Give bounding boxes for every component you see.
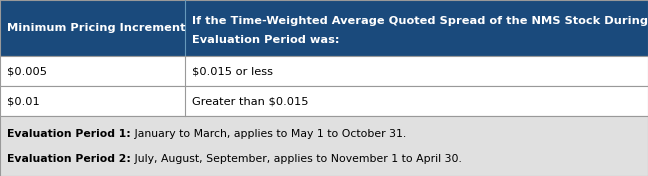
Text: $0.01: $0.01 — [7, 96, 40, 106]
Bar — [0, 0, 648, 56]
Bar — [0, 56, 648, 86]
Text: Evaluation Period 1:: Evaluation Period 1: — [7, 129, 131, 139]
Text: $0.015 or less: $0.015 or less — [192, 66, 273, 76]
Text: Greater than $0.015: Greater than $0.015 — [192, 96, 308, 106]
Text: If the Time-Weighted Average Quoted Spread of the NMS Stock During the: If the Time-Weighted Average Quoted Spre… — [192, 16, 648, 26]
Text: July, August, September, applies to November 1 to April 30.: July, August, September, applies to Nove… — [131, 154, 462, 164]
Text: Evaluation Period 2:: Evaluation Period 2: — [7, 154, 131, 164]
Bar — [0, 116, 648, 176]
Text: Minimum Pricing Increment: Minimum Pricing Increment — [7, 23, 185, 33]
Bar — [0, 86, 648, 116]
Text: January to March, applies to May 1 to October 31.: January to March, applies to May 1 to Oc… — [131, 129, 406, 139]
Text: Evaluation Period was:: Evaluation Period was: — [192, 35, 339, 45]
Text: $0.005: $0.005 — [7, 66, 47, 76]
